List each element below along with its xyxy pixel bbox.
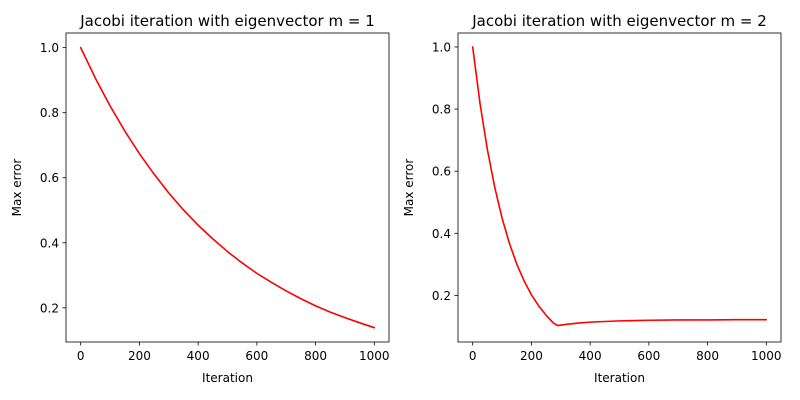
y-tick-label: 0.6 xyxy=(432,165,451,179)
plot-frame xyxy=(65,32,390,343)
series-line xyxy=(79,46,376,329)
y-tick-label: 0.4 xyxy=(40,236,59,250)
y-tick-label: 0.2 xyxy=(40,301,59,315)
x-tick-label: 600 xyxy=(637,349,660,363)
series-line xyxy=(471,46,768,327)
x-tick-label: 600 xyxy=(245,349,268,363)
x-tick-label: 0 xyxy=(469,349,477,363)
y-tick-label: 1.0 xyxy=(40,41,59,55)
chart-title: Jacobi iteration with eigenvector m = 2 xyxy=(471,12,767,30)
x-tick-label: 800 xyxy=(696,349,719,363)
x-tick-label: 400 xyxy=(579,349,602,363)
y-tick-label: 0.8 xyxy=(432,103,451,117)
x-tick-label: 200 xyxy=(128,349,151,363)
x-axis-label: Iteration xyxy=(594,371,645,385)
y-tick-label: 1.0 xyxy=(432,40,451,54)
chart-panel-1: Jacobi iteration with eigenvector m = 1 0… xyxy=(10,12,390,385)
x-axis-label: Iteration xyxy=(202,371,253,385)
x-tick-label: 1000 xyxy=(751,349,782,363)
plot-frame xyxy=(457,32,782,343)
chart-title: Jacobi iteration with eigenvector m = 1 xyxy=(79,12,375,30)
y-tick-label: 0.6 xyxy=(40,171,59,185)
y-tick-label: 0.4 xyxy=(432,227,451,241)
x-tick-label: 400 xyxy=(187,349,210,363)
x-tick-label: 1000 xyxy=(359,349,390,363)
x-tick-label: 800 xyxy=(304,349,327,363)
chart-panel-2: Jacobi iteration with eigenvector m = 2 0… xyxy=(402,12,782,385)
y-tick-label: 0.8 xyxy=(40,106,59,120)
y-axis-label: Max error xyxy=(402,159,416,217)
x-tick-label: 0 xyxy=(77,349,85,363)
y-axis-label: Max error xyxy=(10,159,24,217)
y-tick-label: 0.2 xyxy=(432,289,451,303)
x-tick-label: 200 xyxy=(520,349,543,363)
